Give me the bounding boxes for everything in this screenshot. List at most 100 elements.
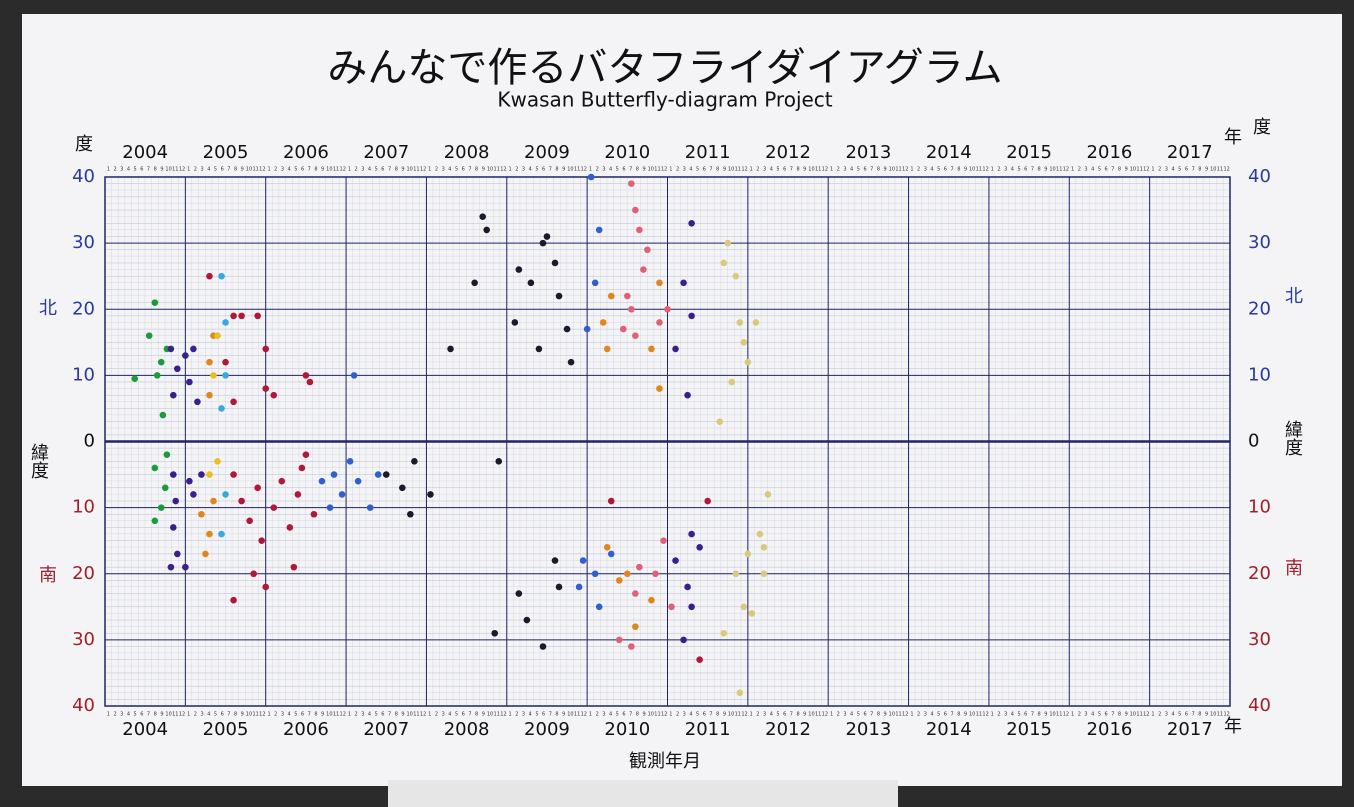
month-label: 6 xyxy=(622,712,625,718)
month-label: 3 xyxy=(1165,167,1168,173)
month-label: 1 xyxy=(428,712,431,718)
y-tick-label: 20 xyxy=(72,563,95,584)
month-label: 2 xyxy=(596,712,599,718)
sunspot-dot xyxy=(595,226,603,234)
sunspot-dot xyxy=(206,358,213,366)
x-tick-label-bottom: 2007 xyxy=(363,719,409,740)
month-label: 9 xyxy=(482,712,485,718)
sunspot-dot xyxy=(427,491,434,498)
sunspot-dot xyxy=(218,530,225,538)
month-label: 7 xyxy=(388,167,391,173)
sunspot-dot xyxy=(720,259,728,267)
month-label: 7 xyxy=(308,712,311,718)
month-label: 3 xyxy=(602,712,605,718)
month-label: 6 xyxy=(462,712,465,718)
sunspot-dot xyxy=(278,477,286,485)
month-label: 5 xyxy=(857,167,860,173)
month-label: 7 xyxy=(549,167,552,173)
month-label: 12 xyxy=(822,712,828,718)
month-label: 8 xyxy=(395,167,398,173)
month-label: 8 xyxy=(636,712,639,718)
x-tick-label-top: 2011 xyxy=(685,142,731,163)
month-label: 9 xyxy=(1125,167,1128,173)
sunspot-dot xyxy=(222,319,229,326)
month-label: 2 xyxy=(355,712,358,718)
month-label: 4 xyxy=(207,167,210,173)
month-label: 4 xyxy=(127,712,130,718)
sunspot-dot xyxy=(656,279,663,287)
month-label: 4 xyxy=(1171,167,1174,173)
month-label: 12 xyxy=(179,167,185,173)
sunspot-dot xyxy=(194,398,201,406)
month-label: 2 xyxy=(756,712,759,718)
month-label: 5 xyxy=(535,167,538,173)
month-label: 2 xyxy=(1158,167,1161,173)
month-label: 10 xyxy=(1049,712,1055,718)
sunspot-dot xyxy=(206,391,213,399)
lat-label-right: 緯度 xyxy=(1282,420,1303,456)
sunspot-dot xyxy=(615,577,623,584)
month-label: 2 xyxy=(676,712,679,718)
month-label: 7 xyxy=(709,712,712,718)
month-label: 1 xyxy=(348,167,351,173)
month-label: 6 xyxy=(863,712,866,718)
sunspot-dot xyxy=(595,603,603,611)
y-tick-label: 40 xyxy=(72,695,95,716)
sunspot-dot xyxy=(632,590,639,597)
sunspot-dot xyxy=(599,319,607,326)
x-axis-label: 観測年月 xyxy=(629,751,701,772)
sunspot-dot xyxy=(583,325,591,333)
month-label: 6 xyxy=(140,167,143,173)
month-label: 11 xyxy=(654,167,660,173)
sunspot-dot xyxy=(238,497,245,505)
sunspot-dot xyxy=(575,583,583,591)
month-label: 11 xyxy=(333,712,339,718)
x-tick-label-top: 2008 xyxy=(444,142,490,163)
month-label: 2 xyxy=(113,167,116,173)
month-label: 7 xyxy=(147,712,150,718)
month-label: 2 xyxy=(1078,712,1081,718)
month-label: 12 xyxy=(661,712,667,718)
x-tick-label-top: 2015 xyxy=(1006,142,1052,163)
month-label: 9 xyxy=(964,712,967,718)
sunspot-dot xyxy=(728,378,736,386)
month-label: 3 xyxy=(602,167,605,173)
sunspot-dot xyxy=(153,372,161,379)
month-label: 8 xyxy=(314,167,317,173)
sunspot-dot xyxy=(591,279,599,287)
month-label: 8 xyxy=(957,167,960,173)
sunspot-dot xyxy=(382,471,390,478)
month-label: 6 xyxy=(542,167,545,173)
sunspot-dot xyxy=(720,629,728,637)
y-tick-label: 30 xyxy=(72,629,95,650)
sunspot-dot xyxy=(656,385,663,392)
month-label: 1 xyxy=(187,712,190,718)
sunspot-dot xyxy=(230,398,237,406)
month-label: 2 xyxy=(194,167,197,173)
sunspot-dot xyxy=(151,517,159,525)
sunspot-dot xyxy=(587,173,595,181)
month-label: 4 xyxy=(1171,712,1174,718)
month-label: 4 xyxy=(288,712,291,718)
month-label: 10 xyxy=(728,712,734,718)
y-tick-label: 10 xyxy=(72,364,95,385)
x-tick-label-bottom: 2015 xyxy=(1006,719,1052,740)
month-label: 12 xyxy=(982,712,988,718)
month-label: 8 xyxy=(555,167,558,173)
month-label: 7 xyxy=(1111,167,1114,173)
y-tick-label-right: 40 xyxy=(1248,695,1271,716)
month-label: 6 xyxy=(381,712,384,718)
year-unit-bottom: 年 xyxy=(1224,716,1242,737)
sunspot-dot xyxy=(354,477,362,485)
month-label: 12 xyxy=(500,712,506,718)
month-label: 5 xyxy=(1178,712,1181,718)
sunspot-dot xyxy=(202,550,209,558)
sunspot-dot xyxy=(736,689,744,697)
month-label: 4 xyxy=(689,167,692,173)
month-label: 11 xyxy=(252,712,258,718)
month-label: 3 xyxy=(1004,712,1007,718)
sunspot-dot xyxy=(399,484,406,492)
sunspot-dot xyxy=(346,458,354,465)
month-label: 10 xyxy=(1210,712,1216,718)
month-label: 6 xyxy=(140,712,143,718)
